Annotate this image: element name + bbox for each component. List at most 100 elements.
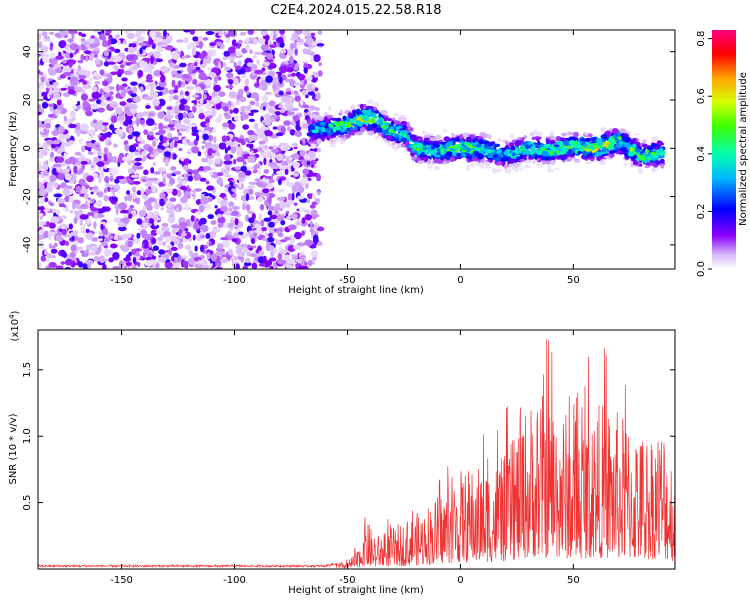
spectrogram-noise-blob — [124, 70, 133, 76]
spectrogram-noise-blob — [47, 67, 54, 74]
spectrogram-noise-blob — [174, 170, 182, 175]
spectrogram-noise-blob — [54, 146, 58, 152]
spectrogram-noise-blob — [60, 87, 68, 91]
spectrogram-noise-blob — [287, 48, 295, 55]
spectrogram-noise-blob — [118, 226, 127, 232]
spectrogram-ridge-blob — [557, 155, 564, 159]
spectrogram-ridge-blob — [466, 155, 473, 160]
spectrogram-ridge-blob — [410, 137, 416, 140]
spectrogram-noise-blob — [65, 240, 70, 247]
spectrogram-noise-blob — [183, 105, 191, 112]
spectrogram-noise-blob — [155, 58, 163, 63]
spectrogram-noise-blob — [313, 72, 319, 78]
spectrogram-noise-blob — [180, 125, 190, 129]
spectrogram-noise-blob — [253, 122, 259, 130]
spectrogram-noise-blob — [80, 38, 86, 42]
spectrogram-noise-blob — [56, 99, 62, 106]
spectrogram-noise-blob — [93, 221, 97, 230]
spectrogram-noise-blob — [164, 151, 171, 157]
spectrogram-noise-blob — [268, 146, 274, 150]
y-tick-label: 0 — [22, 145, 33, 151]
snr-line — [38, 339, 675, 569]
spectrogram-noise-blob — [300, 79, 305, 86]
spectrogram-ridge-blob — [358, 122, 363, 127]
spectrogram-noise-blob — [68, 59, 77, 64]
spectrogram-noise-blob — [90, 133, 95, 139]
spectrogram-noise-blob — [66, 46, 71, 53]
x-tick-label: 50 — [567, 275, 580, 286]
spectrogram-ridge-blob — [546, 168, 555, 173]
spectrogram-noise-blob — [165, 188, 173, 194]
spectrogram-noise-blob — [46, 139, 54, 145]
spectrogram-ridge-blob — [319, 134, 324, 138]
spectrogram-noise-blob — [69, 52, 74, 58]
spectrogram-noise-blob — [207, 196, 213, 202]
spectrogram-noise-blob — [311, 193, 317, 200]
spectrogram-noise-blob — [232, 232, 240, 239]
spectrogram-noise-blob — [293, 202, 298, 206]
spectrogram-noise-blob — [107, 141, 112, 146]
spectrogram-noise-blob — [216, 172, 224, 177]
colorbar-tick-label: 0.6 — [696, 88, 707, 104]
spectrogram-ridge-blob — [431, 145, 436, 150]
spectrogram-noise-blob — [42, 56, 49, 63]
spectrogram-noise-blob — [64, 259, 74, 266]
spectrogram-noise-blob — [224, 66, 231, 71]
spectrogram-noise-blob — [125, 254, 131, 260]
spectrogram-noise-blob — [119, 101, 127, 106]
spectrogram-ridge-blob — [544, 143, 551, 148]
spectrogram-noise-blob — [151, 177, 159, 181]
spectrogram-ridge-blob — [477, 153, 484, 160]
spectrogram-noise-blob — [193, 173, 202, 181]
spectrogram-ridge-blob — [511, 152, 516, 157]
spectrogram-noise-blob — [40, 255, 46, 262]
spectrogram-noise-blob — [261, 67, 266, 72]
spectrogram-ridge-blob — [486, 133, 492, 140]
spectrogram-ridge-blob — [417, 137, 422, 142]
spectrogram-noise-blob — [283, 145, 291, 151]
spectrogram-noise-blob — [144, 96, 153, 101]
spectrogram-noise-blob — [155, 230, 164, 234]
spectrogram-noise-blob — [126, 112, 134, 117]
spectrogram-noise-blob — [268, 178, 275, 184]
spectrogram-noise-blob — [38, 160, 42, 168]
spectrogram-noise-blob — [277, 188, 285, 193]
spectrogram-noise-blob — [176, 39, 184, 43]
spectrogram-noise-blob — [49, 202, 55, 207]
spectrogram-noise-blob — [192, 191, 196, 200]
spectrogram-ridge-blob — [427, 164, 433, 169]
spectrogram-noise-blob — [284, 168, 289, 175]
spectrogram-noise-blob — [103, 187, 108, 194]
spectrogram-noise-blob — [273, 247, 277, 254]
spectrogram-ridge-blob — [345, 122, 350, 128]
colorbar-label: Normalized spectral amplitude — [738, 72, 749, 226]
spectrogram-noise-blob — [198, 205, 205, 213]
spectrogram-noise-blob — [243, 67, 252, 73]
spectrogram-noise-blob — [84, 218, 91, 225]
spectrogram-noise-blob — [64, 173, 72, 181]
spectrogram-noise-blob — [256, 226, 263, 234]
spectrogram-ridge-blob — [356, 116, 361, 121]
spectrogram-ridge-blob — [585, 161, 592, 165]
spectrogram-noise-blob — [99, 150, 103, 157]
spectrogram-noise-blob — [218, 31, 223, 37]
spectrogram-noise-blob — [152, 98, 160, 107]
spectrogram-ridge-blob — [639, 163, 643, 167]
spectrogram-noise-blob — [239, 31, 247, 36]
spectrogram-noise-blob — [77, 157, 86, 162]
spectrogram-noise-blob — [126, 98, 133, 103]
spectrogram-noise-blob — [286, 215, 292, 221]
spectrogram-noise-blob — [268, 162, 278, 167]
spectrogram-noise-blob — [289, 234, 294, 242]
spectrogram-ridge-blob — [647, 146, 654, 150]
colorbar: 0.0 0.2 0.4 0.6 0.8 Normalized spectral ampl… — [696, 30, 749, 277]
spectrogram-noise-blob — [216, 151, 221, 158]
spectrogram-noise-blob — [306, 160, 311, 166]
spectrogram-noise-blob — [157, 256, 167, 263]
spectrogram-ridge-blob — [588, 143, 594, 147]
spectrogram-noise-blob — [240, 165, 247, 172]
spectrogram-y-axis-label: Frequency (Hz) — [8, 111, 19, 187]
spectrogram-noise-blob — [186, 43, 193, 50]
spectrogram-ridge-blob — [620, 133, 626, 138]
spectrogram-ridge-blob — [656, 154, 661, 158]
